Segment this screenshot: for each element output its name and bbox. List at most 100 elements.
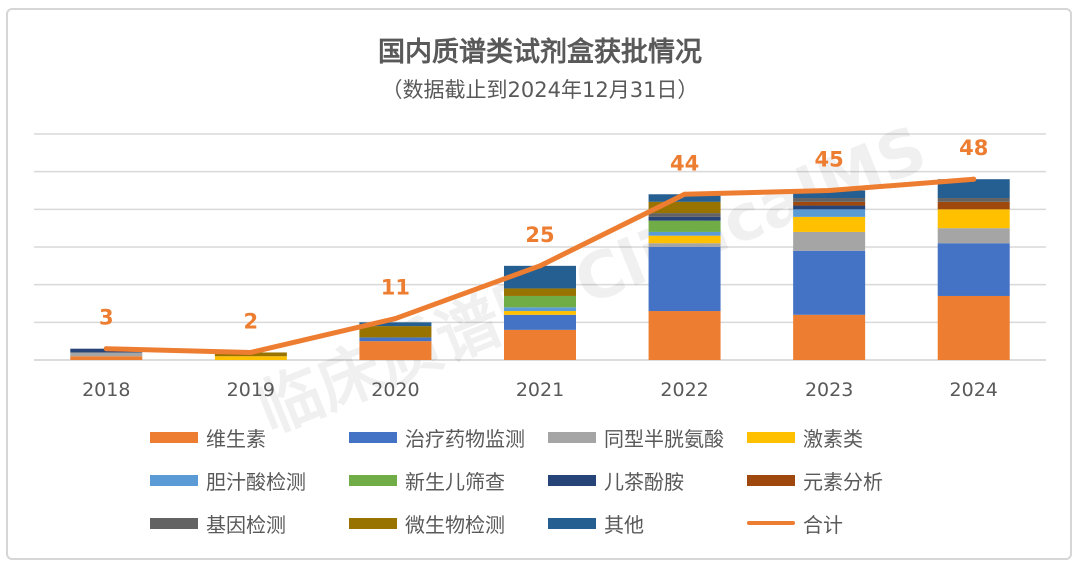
bar-segment — [648, 247, 721, 312]
legend-item: 维生素 — [150, 423, 266, 451]
bar-segment — [793, 314, 866, 360]
bar-segment — [937, 295, 1010, 360]
legend-swatch — [349, 517, 397, 529]
x-tick-label: 2024 — [950, 379, 998, 401]
bar-segment — [793, 216, 866, 232]
legend-label: 微生物检测 — [405, 512, 505, 537]
bar-segment — [793, 231, 866, 251]
bar-segment — [648, 216, 721, 221]
total-data-label: 2 — [244, 309, 259, 333]
chart-subtitle: （数据截止到2024年12月31日） — [381, 78, 699, 102]
bar-segment — [504, 311, 576, 315]
bar-segment — [937, 243, 1010, 296]
legend-item: 治疗药物监测 — [349, 423, 525, 451]
total-point — [826, 188, 832, 193]
legend-item: 基因检测 — [150, 509, 286, 537]
bar-segment — [648, 231, 721, 236]
legend-item: 合计 — [747, 509, 843, 537]
bar-segment — [359, 322, 432, 327]
bar-segment — [937, 198, 1010, 202]
bar-segment — [504, 329, 576, 360]
bar-segment — [793, 190, 866, 199]
total-point — [537, 263, 543, 269]
total-data-label: 48 — [959, 136, 988, 160]
legend-item: 其他 — [548, 509, 644, 537]
chart-frame — [6, 8, 1072, 560]
x-tick-label: 2021 — [516, 379, 564, 401]
legend-item: 同型半胱氨酸 — [548, 423, 724, 451]
legend-swatch — [349, 474, 397, 486]
bar-segment — [70, 356, 143, 360]
bar-segment — [648, 201, 721, 214]
legend-label: 合计 — [803, 512, 843, 537]
bar-segment — [648, 194, 721, 202]
legend-label: 维生素 — [206, 426, 266, 451]
legend-label: 新生儿筛查 — [405, 469, 505, 494]
legend-item: 微生物检测 — [349, 509, 505, 537]
legend-swatch — [349, 431, 397, 443]
bar-segment — [648, 235, 721, 244]
bar-segment — [214, 356, 287, 360]
legend-label: 激素类 — [803, 426, 863, 451]
bar-segment — [937, 179, 1010, 199]
legend-label: 儿茶酚胺 — [604, 469, 684, 494]
legend-item: 激素类 — [747, 423, 863, 451]
total-data-label: 44 — [670, 151, 699, 175]
bar-segment — [937, 209, 1010, 229]
legend-swatch — [150, 431, 198, 443]
bar-segment — [648, 213, 721, 217]
bar-segment — [359, 326, 432, 338]
bar-segment — [70, 352, 143, 357]
legend-item: 胆汁酸检测 — [150, 466, 306, 494]
legend-swatch — [548, 431, 596, 443]
x-tick-label: 2022 — [660, 379, 708, 401]
legend-swatch — [747, 431, 795, 443]
bar-segment — [793, 250, 866, 315]
bar-segment — [648, 311, 721, 360]
total-point — [103, 346, 109, 352]
bar-segment — [504, 295, 576, 308]
legend-swatch — [747, 521, 795, 525]
legend-item: 儿茶酚胺 — [548, 466, 684, 494]
legend-swatch — [548, 517, 596, 529]
x-tick-label: 2023 — [805, 379, 853, 401]
bar-segment — [937, 228, 1010, 244]
bar-segment — [793, 205, 866, 210]
legend-swatch — [150, 517, 198, 529]
bar-segment — [359, 341, 432, 360]
total-data-label: 3 — [99, 306, 114, 330]
legend-label: 胆汁酸检测 — [206, 469, 306, 494]
legend-label: 基因检测 — [206, 512, 286, 537]
total-point — [971, 176, 977, 182]
bar-segment — [504, 307, 576, 312]
legend-swatch — [548, 474, 596, 486]
legend-label: 其他 — [604, 512, 644, 537]
bar-segment — [504, 288, 576, 296]
bar-segment — [504, 314, 576, 330]
bar-segment — [648, 220, 721, 232]
legend-label: 治疗药物监测 — [405, 426, 525, 451]
legend-swatch — [747, 474, 795, 486]
legend-label: 元素分析 — [803, 469, 883, 494]
bar-segment — [793, 198, 866, 202]
total-point — [682, 191, 688, 197]
bar-segment — [937, 201, 1010, 210]
chart-title: 国内质谱类试剂盒获批情况 — [378, 37, 702, 68]
legend-item: 新生儿筛查 — [349, 466, 505, 494]
total-data-label: 11 — [381, 276, 410, 300]
x-tick-label: 2019 — [227, 379, 275, 401]
legend-swatch — [150, 474, 198, 486]
total-data-label: 45 — [815, 148, 844, 172]
legend-label: 同型半胱氨酸 — [604, 426, 724, 451]
bar-segment — [359, 337, 432, 342]
bar-segment — [793, 209, 866, 217]
total-point — [392, 316, 398, 322]
total-point — [248, 349, 254, 355]
legend-item: 元素分析 — [747, 466, 883, 494]
bar-segment — [648, 243, 721, 247]
bar-segment — [793, 201, 866, 206]
x-tick-label: 2020 — [371, 379, 419, 401]
total-data-label: 25 — [525, 223, 554, 247]
x-tick-label: 2018 — [82, 379, 130, 401]
